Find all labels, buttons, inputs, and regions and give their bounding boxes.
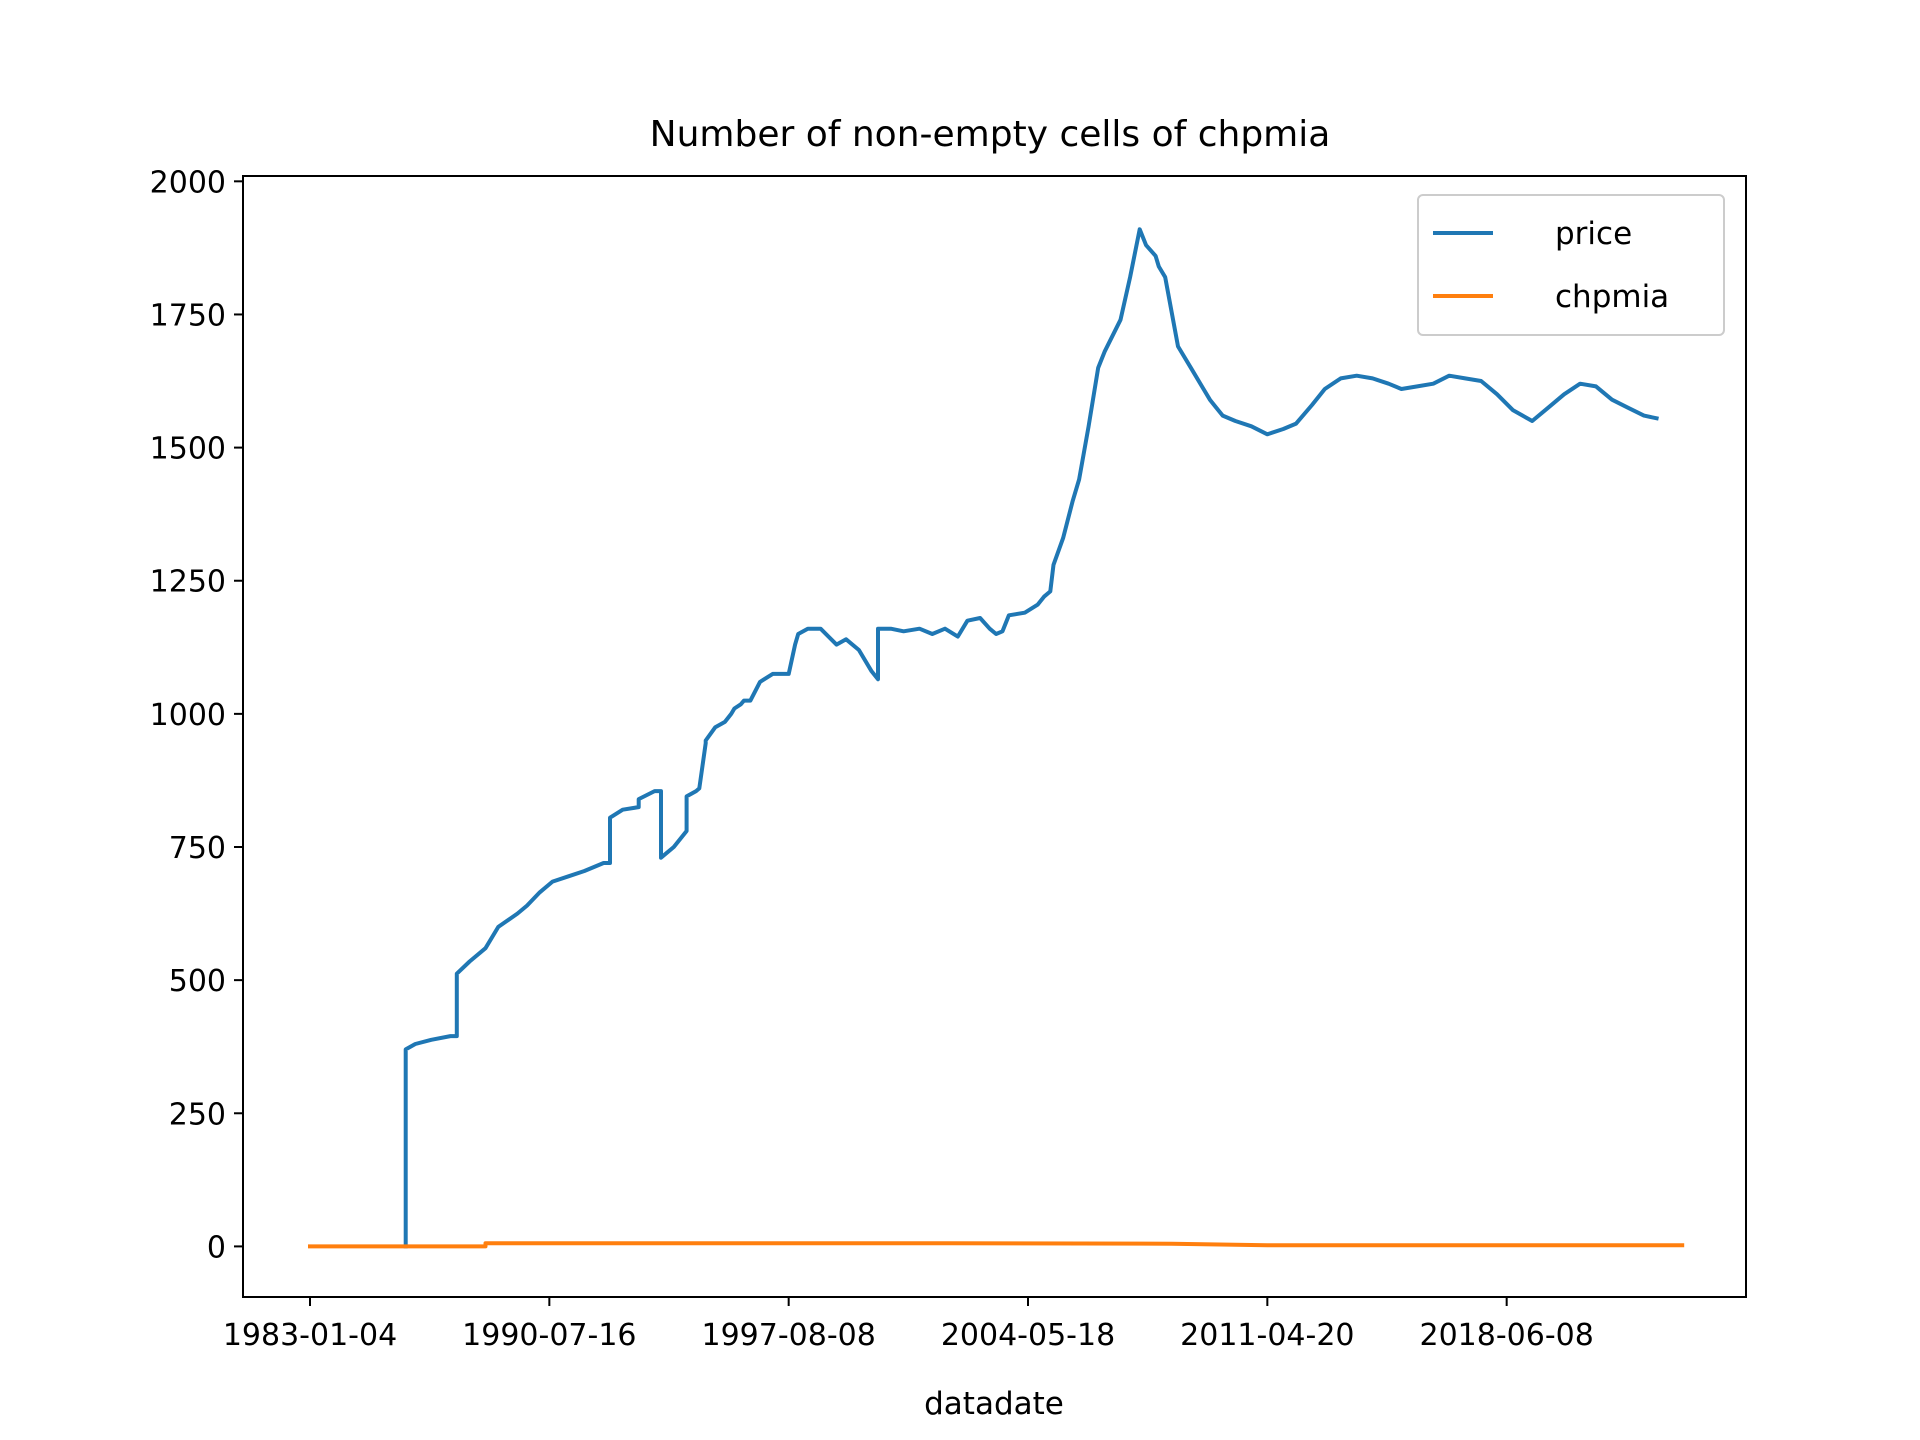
- y-tick-label: 0: [207, 1230, 226, 1265]
- x-axis-label: datadate: [924, 1386, 1064, 1422]
- y-tick-label: 500: [169, 964, 226, 999]
- y-tick-label: 750: [169, 831, 226, 866]
- y-tick-label: 1000: [150, 698, 226, 733]
- x-tick-label: 2018-06-08: [1419, 1318, 1593, 1353]
- y-tick-label: 250: [169, 1097, 226, 1132]
- y-tick-label: 1250: [150, 565, 226, 600]
- y-axis: 0 250 500 750 1000 1250 1500 1750 2000: [150, 165, 243, 1265]
- plot-frame: [242, 175, 1747, 1298]
- x-tick-label: 1983-01-04: [223, 1318, 397, 1353]
- x-tick-label: 2004-05-18: [941, 1318, 1115, 1353]
- series-line-chpmia: [308, 1241, 1685, 1249]
- y-tick-label: 2000: [150, 165, 226, 200]
- y-tick-label: 1750: [150, 298, 226, 333]
- legend-label-chpmia: chpmia: [1555, 279, 1669, 315]
- plot-area: [308, 227, 1685, 1249]
- legend: price chpmia: [1417, 194, 1725, 336]
- x-tick-label: 1997-08-08: [701, 1318, 875, 1353]
- legend-box: [1417, 194, 1725, 336]
- y-tick-label: 1500: [150, 432, 226, 467]
- x-tick-label: 1990-07-16: [462, 1318, 636, 1353]
- x-axis: 1983-01-04 1990-07-16 1997-08-08 2004-05-18…: [223, 1297, 1594, 1353]
- x-tick-label: 2011-04-20: [1180, 1318, 1354, 1353]
- chart-title: Number of non-empty cells of chpmia: [650, 114, 1331, 155]
- legend-label-price: price: [1555, 216, 1632, 252]
- series-line-price: [403, 227, 1659, 1249]
